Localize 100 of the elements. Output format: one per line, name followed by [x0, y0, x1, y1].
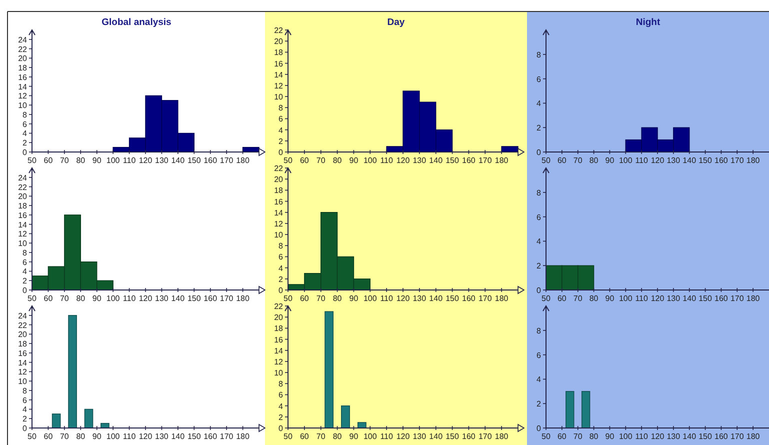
- y-tick-label: 0: [278, 148, 284, 157]
- y-tick-label: 22: [18, 44, 28, 54]
- x-tick-label: 70: [316, 156, 326, 165]
- y-tick-label: 20: [18, 330, 28, 340]
- x-tick-label: 80: [76, 432, 86, 441]
- x-tick-label: 140: [429, 294, 444, 303]
- x-tick-label: 150: [698, 432, 713, 441]
- x-tick-label: 50: [542, 156, 551, 165]
- y-tick-label: 18: [18, 202, 28, 211]
- x-tick-label: 60: [44, 294, 54, 303]
- y-tick-label: 4: [22, 129, 28, 138]
- y-tick-label: 20: [274, 175, 284, 184]
- x-tick-label: 130: [155, 156, 169, 165]
- y-tick-label: 8: [22, 110, 28, 120]
- y-tick-label: 2: [536, 400, 542, 409]
- x-tick-label: 120: [138, 432, 153, 441]
- y-tick-label: 2: [22, 276, 28, 286]
- y-tick-label: 14: [274, 208, 284, 218]
- x-tick-label: 110: [635, 156, 648, 165]
- x-tick-label: 110: [380, 432, 394, 441]
- x-tick-label: 110: [635, 432, 648, 441]
- x-tick-label: 70: [573, 432, 583, 441]
- x-tick-label: 80: [589, 156, 599, 165]
- x-tick-label: 60: [300, 432, 310, 441]
- x-tick-label: 130: [666, 156, 681, 165]
- x-tick-label: 160: [714, 432, 728, 441]
- y-tick-label: 22: [274, 302, 284, 311]
- y-tick-label: 14: [18, 358, 28, 368]
- y-tick-label: 6: [22, 258, 28, 267]
- x-tick-label: 100: [618, 432, 633, 441]
- x-tick-label: 150: [698, 156, 713, 165]
- y-tick-label: 10: [274, 92, 284, 102]
- y-tick-label: 2: [278, 274, 284, 284]
- x-tick-label: 100: [106, 294, 120, 303]
- x-tick-label: 70: [60, 294, 70, 303]
- x-tick-label: 150: [187, 432, 202, 441]
- y-tick-label: 6: [22, 120, 28, 129]
- y-tick-label: 10: [274, 230, 284, 240]
- x-tick-label: 120: [396, 156, 410, 165]
- y-tick-label: 16: [18, 72, 28, 82]
- x-tick-label: 150: [187, 156, 202, 165]
- x-tick-label: 100: [363, 156, 378, 165]
- y-tick-label: 24: [18, 311, 28, 320]
- x-tick-label: 60: [300, 156, 310, 165]
- x-tick-label: 70: [60, 156, 70, 165]
- x-tick-label: 160: [204, 294, 218, 303]
- x-tick-label: 160: [204, 432, 218, 441]
- y-tick-label: 4: [536, 237, 542, 246]
- x-tick-label: 90: [349, 432, 359, 441]
- bar: [324, 311, 334, 428]
- x-tick-label: 50: [284, 156, 293, 165]
- x-tick-label: 120: [138, 156, 153, 165]
- x-tick-label: 70: [60, 432, 70, 441]
- x-tick-label: 100: [618, 294, 633, 303]
- x-tick-label: 110: [122, 432, 136, 441]
- x-tick-label: 130: [412, 294, 427, 303]
- y-tick-label: 18: [18, 64, 28, 73]
- y-tick-label: 2: [278, 136, 284, 146]
- x-tick-label: 80: [589, 294, 599, 303]
- x-tick-label: 80: [589, 432, 599, 441]
- y-tick-label: 2: [278, 412, 284, 422]
- bar: [52, 414, 61, 428]
- y-tick-label: 0: [536, 148, 542, 157]
- x-tick-label: 170: [220, 294, 234, 303]
- x-tick-label: 110: [122, 156, 136, 165]
- x-tick-label: 80: [332, 156, 342, 165]
- bar: [341, 405, 350, 428]
- x-tick-label: 90: [605, 156, 615, 165]
- y-tick-label: 18: [274, 186, 284, 196]
- x-tick-label: 130: [155, 294, 169, 303]
- chart-title: Global analysis: [102, 17, 172, 28]
- x-tick-label: 90: [92, 294, 102, 303]
- x-tick-label: 140: [171, 294, 186, 303]
- x-tick-label: 160: [462, 156, 476, 165]
- y-tick-label: 4: [278, 402, 284, 411]
- y-tick-label: 2: [22, 138, 28, 148]
- x-tick-label: 70: [573, 156, 583, 165]
- x-tick-label: 180: [746, 156, 760, 165]
- y-tick-label: 18: [274, 324, 284, 334]
- x-tick-label: 160: [714, 156, 728, 165]
- x-tick-label: 100: [363, 432, 378, 441]
- y-tick-label: 6: [22, 396, 28, 405]
- x-tick-label: 60: [557, 294, 567, 303]
- chart-title: Night: [636, 17, 661, 28]
- y-tick-label: 14: [274, 346, 284, 356]
- x-tick-label: 140: [171, 156, 186, 165]
- x-tick-label: 50: [28, 294, 37, 303]
- x-tick-label: 60: [300, 294, 310, 303]
- x-tick-label: 170: [478, 432, 492, 441]
- y-tick-label: 0: [22, 286, 28, 295]
- y-tick-label: 2: [536, 124, 542, 133]
- y-tick-label: 4: [278, 264, 284, 273]
- x-tick-label: 90: [92, 156, 102, 165]
- y-tick-label: 8: [536, 188, 542, 198]
- y-tick-label: 20: [274, 313, 284, 322]
- x-tick-label: 140: [682, 432, 697, 441]
- y-tick-label: 10: [18, 239, 28, 248]
- bar: [357, 422, 366, 428]
- x-tick-label: 90: [605, 294, 615, 303]
- y-tick-label: 20: [18, 54, 28, 64]
